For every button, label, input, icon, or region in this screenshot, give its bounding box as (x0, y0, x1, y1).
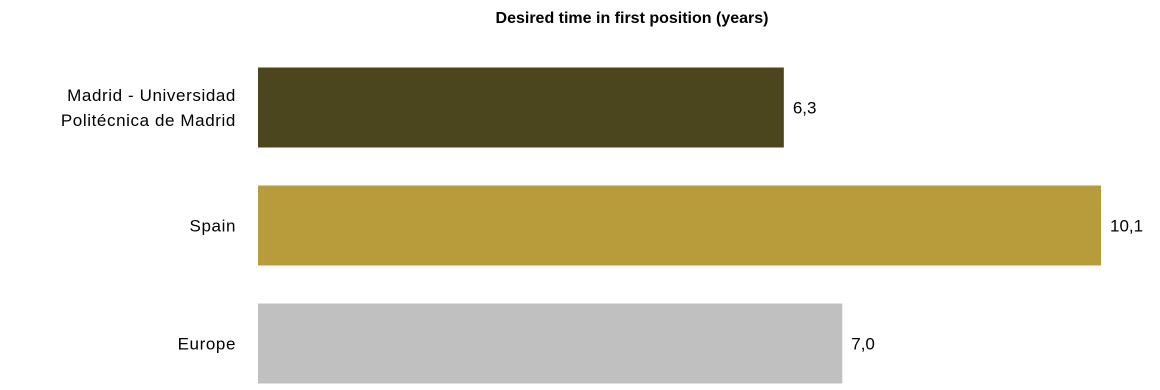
bar-2 (258, 303, 843, 384)
value-label-2: 7,0 (851, 335, 875, 354)
bars-group: 6,3 Madrid - Universidad Politécnica de Ma… (61, 67, 1143, 384)
category-label-1-0: Spain (190, 217, 236, 236)
bar-0 (258, 67, 784, 148)
category-label-0-0: Madrid - Universidad (67, 86, 236, 105)
category-label-0-1: Politécnica de Madrid (61, 111, 236, 130)
category-label-2-0: Europe (178, 335, 236, 354)
bar-1 (258, 185, 1101, 266)
value-label-0: 6,3 (793, 99, 817, 118)
chart-title: Desired time in first position (years) (496, 10, 769, 27)
value-label-1: 10,1 (1110, 217, 1143, 236)
